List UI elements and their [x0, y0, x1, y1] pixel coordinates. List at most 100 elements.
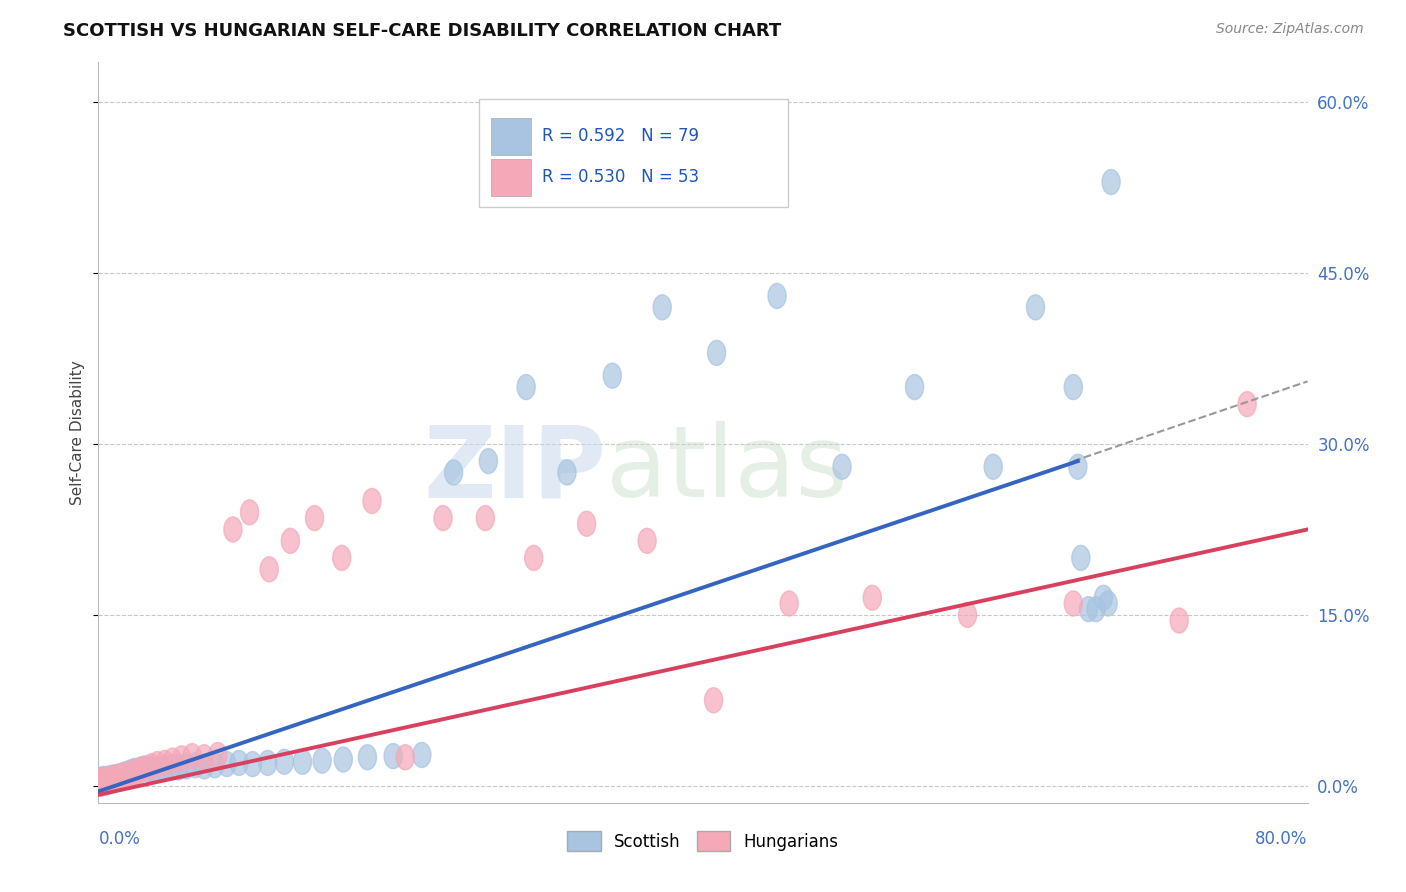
Ellipse shape	[1069, 454, 1087, 479]
Ellipse shape	[359, 745, 377, 770]
Ellipse shape	[98, 767, 117, 793]
Ellipse shape	[231, 750, 247, 775]
Ellipse shape	[259, 750, 277, 775]
Ellipse shape	[96, 770, 114, 795]
Ellipse shape	[127, 759, 145, 785]
Ellipse shape	[444, 460, 463, 485]
Ellipse shape	[218, 752, 236, 777]
Ellipse shape	[132, 757, 150, 782]
Ellipse shape	[103, 767, 121, 793]
Ellipse shape	[281, 528, 299, 553]
Ellipse shape	[142, 754, 160, 779]
Ellipse shape	[984, 454, 1002, 479]
Text: 0.0%: 0.0%	[98, 830, 141, 847]
Ellipse shape	[101, 767, 120, 793]
Ellipse shape	[517, 375, 536, 400]
Ellipse shape	[335, 747, 353, 772]
Text: R = 0.592   N = 79: R = 0.592 N = 79	[543, 128, 699, 145]
Ellipse shape	[93, 770, 111, 795]
Ellipse shape	[100, 769, 118, 794]
Ellipse shape	[132, 757, 150, 782]
Ellipse shape	[104, 766, 122, 791]
Y-axis label: Self-Care Disability: Self-Care Disability	[70, 360, 86, 505]
Ellipse shape	[91, 771, 110, 796]
Ellipse shape	[603, 363, 621, 388]
Ellipse shape	[120, 761, 138, 786]
Text: 80.0%: 80.0%	[1256, 830, 1308, 847]
Legend: Scottish, Hungarians: Scottish, Hungarians	[561, 825, 845, 857]
Ellipse shape	[98, 769, 117, 794]
Ellipse shape	[139, 756, 157, 781]
Ellipse shape	[170, 755, 187, 780]
Ellipse shape	[98, 769, 117, 794]
Ellipse shape	[94, 766, 112, 791]
Ellipse shape	[115, 763, 134, 788]
Ellipse shape	[524, 545, 543, 571]
Ellipse shape	[163, 748, 181, 773]
Ellipse shape	[1099, 591, 1118, 616]
Ellipse shape	[96, 767, 114, 793]
Ellipse shape	[314, 748, 332, 773]
Ellipse shape	[1170, 608, 1188, 633]
FancyBboxPatch shape	[479, 99, 787, 207]
Ellipse shape	[107, 765, 125, 790]
Ellipse shape	[1087, 597, 1105, 622]
Ellipse shape	[125, 758, 143, 783]
Ellipse shape	[112, 764, 131, 789]
Ellipse shape	[413, 742, 432, 767]
Ellipse shape	[105, 766, 124, 791]
Ellipse shape	[112, 764, 131, 789]
Ellipse shape	[396, 745, 415, 770]
Ellipse shape	[780, 591, 799, 616]
Ellipse shape	[97, 767, 115, 793]
Ellipse shape	[122, 761, 141, 786]
Ellipse shape	[96, 770, 114, 795]
Ellipse shape	[103, 766, 121, 791]
Ellipse shape	[150, 757, 167, 782]
Ellipse shape	[177, 754, 195, 779]
Ellipse shape	[186, 753, 204, 778]
Ellipse shape	[195, 754, 214, 779]
Ellipse shape	[654, 294, 671, 320]
Ellipse shape	[333, 545, 352, 571]
Ellipse shape	[114, 763, 132, 788]
Ellipse shape	[1080, 597, 1098, 622]
Ellipse shape	[100, 766, 118, 791]
Ellipse shape	[363, 489, 381, 514]
Ellipse shape	[477, 506, 495, 531]
Ellipse shape	[101, 769, 120, 794]
Ellipse shape	[129, 758, 146, 783]
Ellipse shape	[1026, 294, 1045, 320]
Ellipse shape	[276, 749, 294, 774]
FancyBboxPatch shape	[492, 159, 531, 195]
Ellipse shape	[110, 764, 127, 789]
Ellipse shape	[707, 341, 725, 366]
Ellipse shape	[100, 769, 118, 794]
Ellipse shape	[101, 766, 120, 791]
Ellipse shape	[1239, 392, 1256, 417]
Ellipse shape	[578, 511, 596, 536]
Ellipse shape	[1094, 585, 1112, 610]
Ellipse shape	[97, 767, 115, 793]
Ellipse shape	[156, 756, 174, 781]
Ellipse shape	[294, 749, 312, 774]
Ellipse shape	[260, 557, 278, 582]
Ellipse shape	[97, 770, 115, 795]
Ellipse shape	[1102, 169, 1121, 194]
Ellipse shape	[105, 765, 124, 790]
Ellipse shape	[143, 757, 162, 782]
Ellipse shape	[136, 756, 155, 781]
Ellipse shape	[118, 763, 136, 788]
Ellipse shape	[93, 771, 111, 796]
Ellipse shape	[183, 744, 201, 769]
Ellipse shape	[115, 763, 134, 788]
Ellipse shape	[208, 742, 226, 767]
Ellipse shape	[111, 765, 129, 790]
Ellipse shape	[1064, 591, 1083, 616]
Ellipse shape	[94, 769, 112, 794]
Ellipse shape	[93, 767, 111, 793]
Ellipse shape	[103, 765, 121, 790]
FancyBboxPatch shape	[492, 118, 531, 155]
Ellipse shape	[205, 753, 224, 778]
Ellipse shape	[96, 767, 114, 793]
